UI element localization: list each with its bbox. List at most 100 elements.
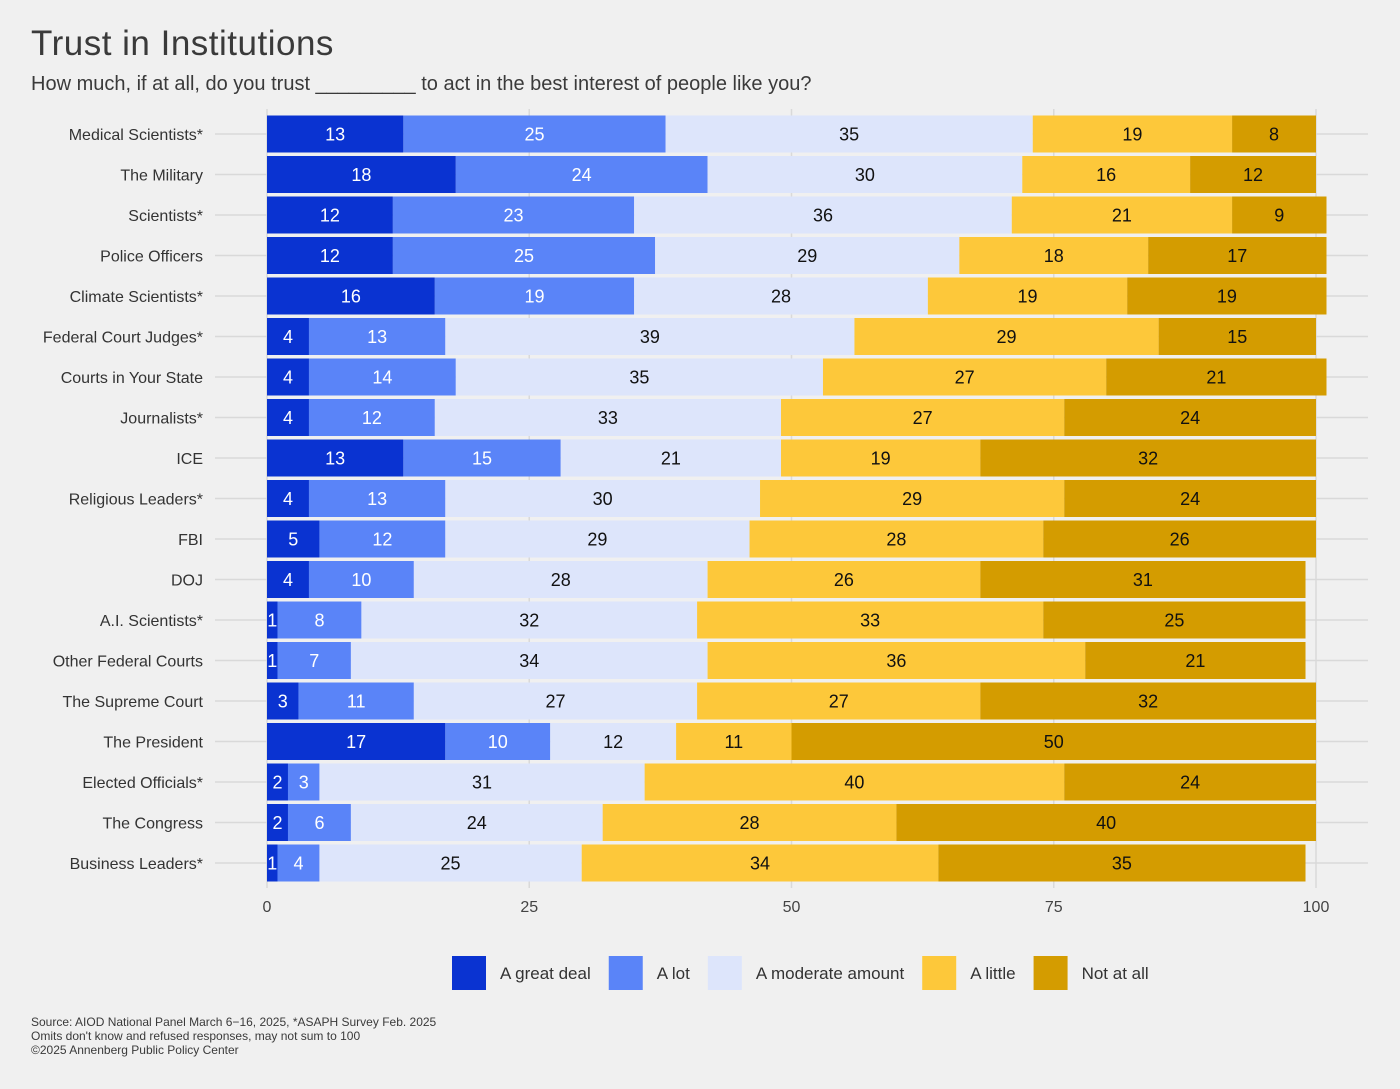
bar-segment xyxy=(697,601,1044,639)
data-label: 24 xyxy=(1180,489,1200,509)
bar-segment xyxy=(267,642,278,679)
bar-segment xyxy=(287,763,320,801)
bar-segment xyxy=(267,439,404,477)
bar-segment xyxy=(267,682,299,720)
y-tick-label: The Military xyxy=(120,168,203,185)
data-label: 30 xyxy=(855,165,875,185)
data-label: 39 xyxy=(640,327,660,347)
data-label: 28 xyxy=(771,287,791,307)
y-tick-label: Courts in Your State xyxy=(61,370,203,387)
data-label: 12 xyxy=(1243,165,1263,185)
legend-swatch xyxy=(922,956,957,990)
bar-segment xyxy=(1064,480,1316,517)
data-label: 30 xyxy=(593,489,613,509)
bar-segment xyxy=(267,804,288,841)
bar-segment xyxy=(267,520,320,558)
data-label: 32 xyxy=(1138,692,1158,712)
data-label: 8 xyxy=(314,611,324,631)
bar-segment xyxy=(634,196,1012,234)
data-label: 33 xyxy=(598,408,618,428)
bar-segment xyxy=(267,723,446,760)
bar-segment xyxy=(1043,601,1306,639)
data-label: 40 xyxy=(844,773,864,793)
bar-segment xyxy=(1127,277,1327,315)
data-label: 19 xyxy=(524,287,544,307)
data-label: 31 xyxy=(1133,570,1153,590)
data-label: 16 xyxy=(1096,165,1116,185)
bar-segment xyxy=(308,561,414,598)
bar-segment xyxy=(267,358,309,396)
y-tick-label: Police Officers xyxy=(100,249,203,266)
bar-segment xyxy=(413,561,708,598)
y-tick-label: Journalists* xyxy=(120,411,203,428)
data-label: 16 xyxy=(341,287,361,307)
data-label: 19 xyxy=(1122,125,1142,145)
y-tick-label: The Supreme Court xyxy=(62,694,203,711)
bar-segment xyxy=(287,804,351,841)
data-label: 26 xyxy=(834,570,854,590)
data-label: 12 xyxy=(362,408,382,428)
x-tick-label: 100 xyxy=(1303,899,1330,916)
data-label: 4 xyxy=(283,408,293,428)
bar-segment xyxy=(267,399,309,436)
bar-segment xyxy=(308,358,456,396)
bar-segment xyxy=(760,480,1065,517)
bar-segment xyxy=(1022,156,1191,193)
data-label: 17 xyxy=(1227,246,1247,266)
legend-swatch xyxy=(608,956,643,990)
bar-segment xyxy=(403,115,666,153)
data-label: 12 xyxy=(603,732,623,752)
data-label: 6 xyxy=(314,813,324,833)
bar-segment xyxy=(644,763,1065,801)
bar-segment xyxy=(267,237,393,274)
bar-segment xyxy=(980,682,1316,720)
y-tick-label: Medical Scientists* xyxy=(69,127,203,144)
bar-segment xyxy=(1232,196,1327,234)
x-tick-label: 25 xyxy=(520,899,538,916)
data-label: 13 xyxy=(367,489,387,509)
data-label: 1 xyxy=(267,651,277,671)
data-label: 19 xyxy=(871,449,891,469)
data-label: 18 xyxy=(351,165,371,185)
legend-label: A moderate amount xyxy=(756,964,905,983)
bar-segment xyxy=(361,601,698,639)
data-label: 24 xyxy=(1180,773,1200,793)
bar-segment xyxy=(560,439,782,477)
data-label: 21 xyxy=(1185,651,1205,671)
bar-segment xyxy=(308,318,446,355)
bar-segment xyxy=(697,682,981,720)
data-label: 13 xyxy=(325,125,345,145)
bar-segment xyxy=(298,682,414,720)
data-label: 34 xyxy=(750,854,770,874)
bar-segment xyxy=(927,277,1128,315)
data-label: 28 xyxy=(886,530,906,550)
data-label: 23 xyxy=(503,206,523,226)
data-label: 4 xyxy=(283,570,293,590)
data-label: 40 xyxy=(1096,813,1116,833)
bar-segment xyxy=(434,277,635,315)
y-tick-label: Other Federal Courts xyxy=(53,654,203,671)
bar-segment xyxy=(980,439,1316,477)
data-label: 33 xyxy=(860,611,880,631)
bar-segment xyxy=(277,601,362,639)
data-label: 35 xyxy=(1112,854,1132,874)
bar-segment xyxy=(350,804,603,841)
bar-segment xyxy=(665,115,1033,153)
chart-title: Trust in Institutions xyxy=(31,24,334,63)
data-label: 31 xyxy=(472,773,492,793)
data-label: 36 xyxy=(813,206,833,226)
data-label: 12 xyxy=(320,206,340,226)
x-tick-label: 75 xyxy=(1045,899,1063,916)
y-tick-label: A.I. Scientists* xyxy=(100,613,203,630)
data-label: 14 xyxy=(372,368,392,388)
data-label: 34 xyxy=(519,651,539,671)
bar-segment xyxy=(319,763,645,801)
bar-segment xyxy=(445,480,761,517)
bar-segment xyxy=(455,156,708,193)
bar-segment xyxy=(1064,763,1316,801)
data-label: 29 xyxy=(587,530,607,550)
data-label: 8 xyxy=(1269,125,1279,145)
legend-label: A lot xyxy=(657,964,690,983)
bar-segment xyxy=(581,844,939,882)
